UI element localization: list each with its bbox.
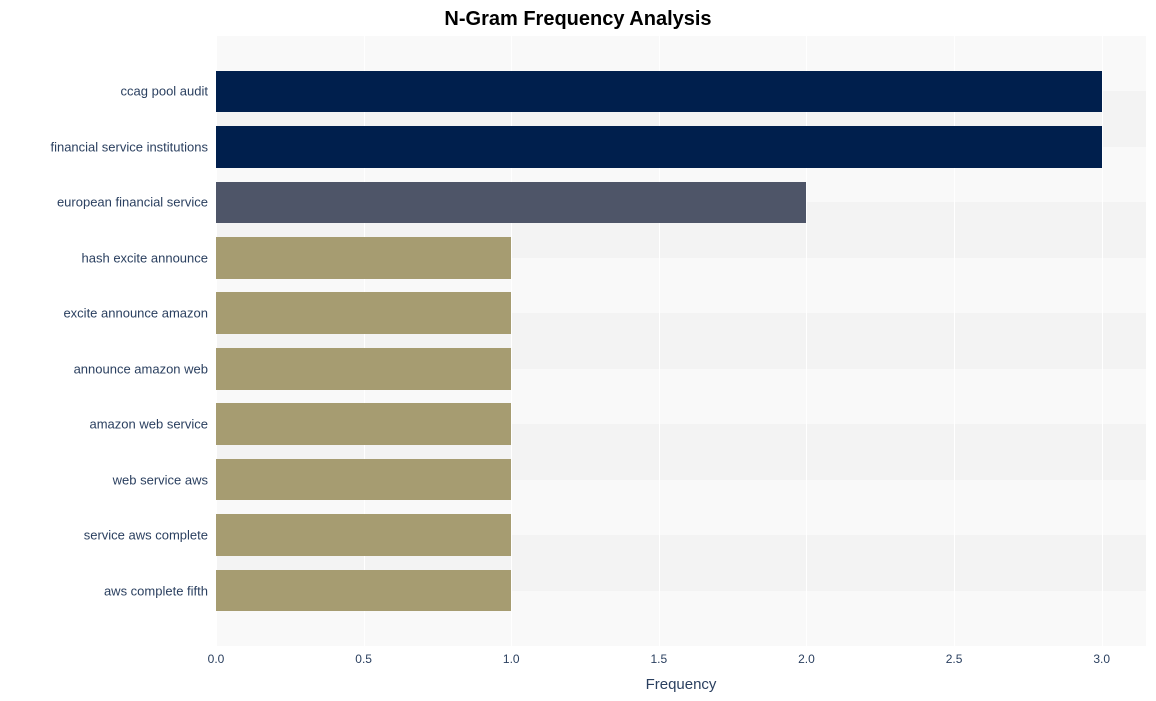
y-tick-label: service aws complete (84, 528, 216, 543)
bar (216, 182, 806, 224)
bar (216, 126, 1102, 168)
bar (216, 71, 1102, 113)
chart-title: N-Gram Frequency Analysis (0, 8, 1156, 31)
bar (216, 459, 511, 501)
x-tick-label: 0.5 (355, 646, 372, 666)
x-tick-label: 1.0 (503, 646, 520, 666)
y-tick-label: amazon web service (90, 417, 217, 432)
x-tick-label: 2.0 (798, 646, 815, 666)
bar (216, 292, 511, 334)
y-tick-label: european financial service (57, 195, 216, 210)
x-axis-title: Frequency (646, 676, 717, 693)
bar (216, 514, 511, 556)
x-tick-label: 0.0 (208, 646, 225, 666)
bar (216, 237, 511, 279)
bar (216, 570, 511, 612)
plot-area: Frequency 0.00.51.01.52.02.53.0ccag pool… (216, 36, 1146, 646)
x-tick-label: 1.5 (651, 646, 668, 666)
y-tick-label: announce amazon web (74, 361, 216, 376)
y-tick-label: ccag pool audit (121, 84, 216, 99)
bar (216, 348, 511, 390)
y-tick-label: financial service institutions (50, 139, 216, 154)
x-gridline (1102, 36, 1103, 646)
y-tick-label: hash excite announce (82, 250, 216, 265)
ngram-frequency-chart: N-Gram Frequency Analysis Frequency 0.00… (0, 0, 1156, 701)
x-tick-label: 2.5 (946, 646, 963, 666)
y-tick-label: aws complete fifth (104, 583, 216, 598)
bar (216, 403, 511, 445)
y-tick-label: web service aws (113, 472, 216, 487)
x-tick-label: 3.0 (1093, 646, 1110, 666)
y-tick-label: excite announce amazon (63, 306, 216, 321)
